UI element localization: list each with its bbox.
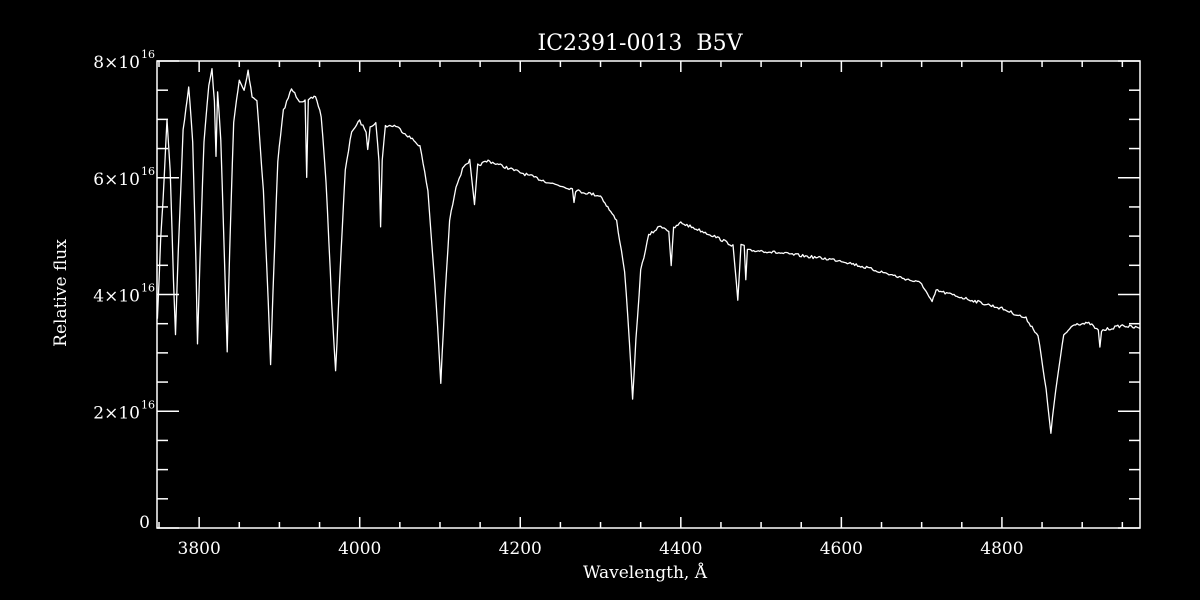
y-tick-exponent: 16 <box>141 282 155 295</box>
y-tick-label: 6×10 <box>93 170 140 190</box>
x-tick-label: 4800 <box>980 539 1023 559</box>
x-tick-label: 4400 <box>659 539 702 559</box>
axis-ticks <box>157 60 1140 529</box>
y-tick-exponent: 16 <box>141 48 155 61</box>
spectrum-line <box>156 67 1141 434</box>
y-tick-label: 8×10 <box>93 53 140 73</box>
plot-frame <box>156 60 1141 529</box>
x-tick-label: 4600 <box>820 539 863 559</box>
y-tick-labels: 02×10 164×10 166×10 168×10 16 <box>93 48 155 533</box>
y-tick-label: 4×10 <box>93 287 140 307</box>
x-axis-label: Wavelength, Å <box>583 562 708 583</box>
y-tick-exponent: 16 <box>141 165 155 178</box>
x-tick-label: 3800 <box>178 539 221 559</box>
y-tick-exponent: 16 <box>141 398 155 411</box>
x-tick-label: 4000 <box>338 539 381 559</box>
y-tick-label: 0 <box>139 513 150 533</box>
y-tick-label: 2×10 <box>93 403 140 423</box>
y-axis-label: Relative flux <box>51 239 71 347</box>
chart-title: IC2391-0013 B5V <box>538 31 744 56</box>
x-tick-labels: 3800 4000 4200 4400 4600 4800 <box>178 539 1024 559</box>
x-tick-label: 4200 <box>499 539 542 559</box>
